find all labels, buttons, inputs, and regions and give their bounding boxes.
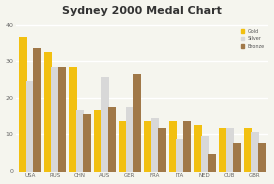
Title: Sydney 2000 Medal Chart: Sydney 2000 Medal Chart (62, 6, 222, 16)
Legend: Gold, Silver, Bronze: Gold, Silver, Bronze (240, 28, 266, 50)
